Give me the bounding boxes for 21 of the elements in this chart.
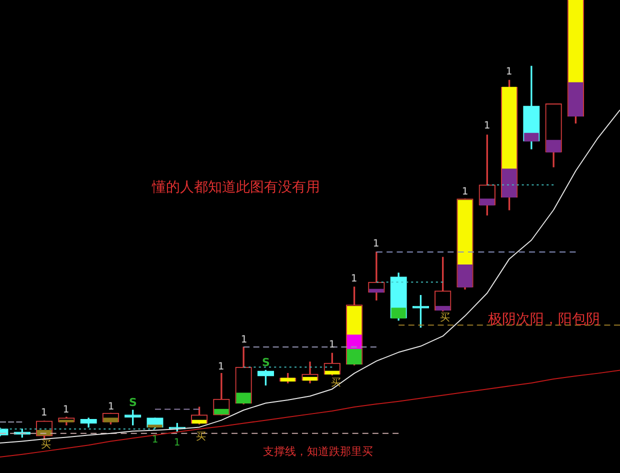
annotation: 懂的人都知道此图有没有用 [151,180,320,196]
annotation: 买 [331,378,341,389]
annotation: 买 [196,432,206,443]
annotation: 1 [372,238,380,250]
annotation: S [262,356,270,369]
annotation: 极阴次阳，阳包阴 [487,312,600,328]
annotation: 1 [152,434,158,446]
annotation: 买 [440,312,450,324]
text: 支撑线，知道跌那里买 [263,444,373,458]
annotation: 1 [484,120,490,132]
annotation: 1 [350,274,358,285]
annotation: 1 [462,186,468,198]
annotation: 1 [240,334,248,346]
annotation: 1 [108,402,114,413]
annotation: 1 [218,362,224,373]
annotation: S [129,396,138,409]
annotation: 1 [174,438,180,449]
annotation: 1 [40,408,48,419]
annotation: 1 [506,66,512,78]
text: 买 [41,440,51,451]
annotation: 1 [62,404,70,416]
